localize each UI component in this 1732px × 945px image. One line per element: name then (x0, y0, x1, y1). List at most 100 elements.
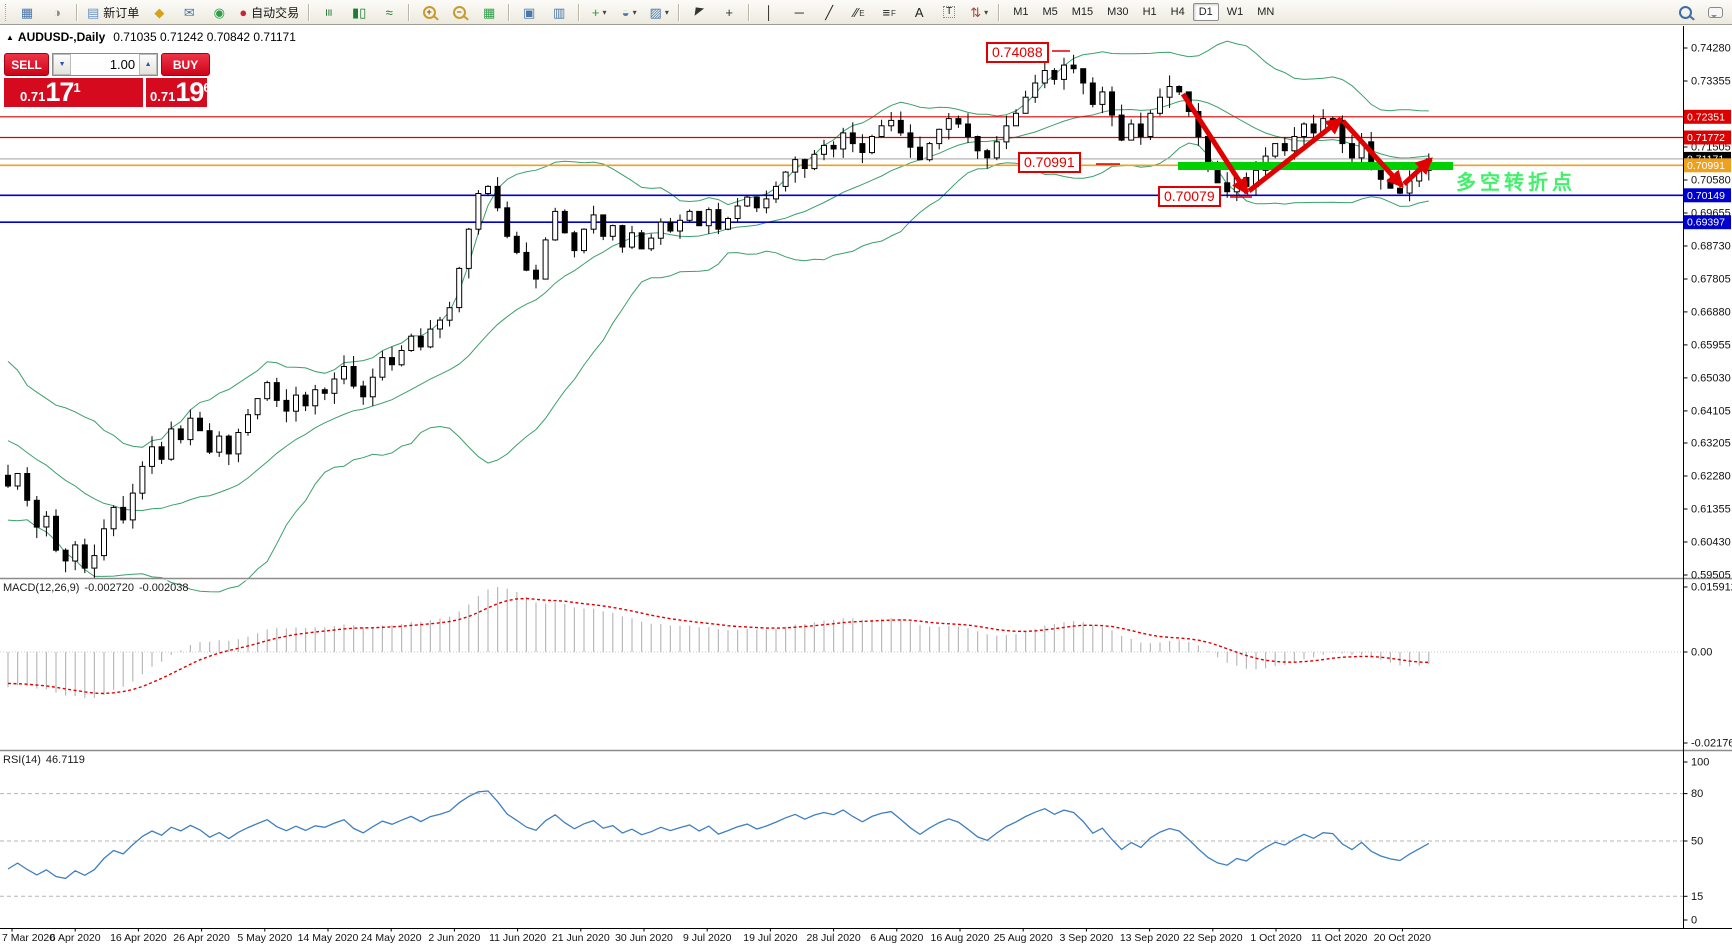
svg-text:11 Jun 2020: 11 Jun 2020 (489, 932, 546, 944)
templates-button[interactable]: ▨ ▾ (645, 1, 673, 24)
fibonacci-button[interactable]: ≡ F (875, 1, 903, 24)
text-button[interactable]: A (905, 1, 933, 24)
volume-input[interactable] (71, 54, 140, 75)
vertical-line-button[interactable]: │ (755, 1, 783, 24)
volume-increase-button[interactable]: ▲ (139, 54, 158, 75)
candle-body (533, 269, 539, 280)
chart-ohlc-values: 0.71035 0.71242 0.70842 0.71171 (113, 30, 296, 44)
periods-button[interactable]: ◒ ▾ (615, 1, 643, 24)
zoom-in-button[interactable]: + (415, 1, 443, 24)
timeframe-m15[interactable]: M15 (1071, 6, 1094, 18)
pane-separators[interactable] (0, 26, 1732, 929)
chat-button[interactable] (1701, 1, 1729, 24)
svg-text:3 Sep 2020: 3 Sep 2020 (1060, 932, 1114, 944)
volume-decrease-button[interactable]: ▼ (53, 54, 72, 75)
toolbar-separator (748, 3, 751, 21)
horizontal-line-button[interactable]: ─ (785, 1, 813, 24)
candle-body (686, 210, 693, 221)
candle-body (648, 237, 655, 250)
line-chart-button[interactable]: ≈ (375, 1, 403, 24)
buy-button[interactable]: BUY (161, 53, 210, 76)
new-chart-icon: ▦ (20, 4, 34, 20)
profiles-icon: ◑ (53, 4, 61, 20)
profiles-button[interactable]: ◑ (43, 1, 71, 24)
candle-body (705, 209, 712, 227)
support-band[interactable] (1178, 162, 1453, 170)
sell-price[interactable]: 0.71 17 1 (4, 78, 143, 107)
collapse-panel-icon[interactable]: ▲ (6, 33, 14, 42)
buy-price-big: 19 (175, 77, 204, 108)
search-button[interactable] (1671, 1, 1699, 24)
zoom-out-button[interactable]: − (445, 1, 473, 24)
text-label-button[interactable]: T (935, 1, 963, 24)
timeframe-m1[interactable]: M1 (1013, 6, 1029, 18)
signals-button[interactable]: ◉ (205, 1, 233, 24)
tile-windows-button[interactable]: ▦ (475, 1, 503, 24)
equidistant-channel-button[interactable]: ∕∕ E (845, 1, 873, 24)
candle-body (417, 335, 424, 348)
timeframe-h1[interactable]: H1 (1142, 6, 1157, 18)
annotation-note-text[interactable]: 多空转折点 (1456, 172, 1576, 194)
candle-body (1205, 136, 1211, 164)
rsi-line (7, 790, 1430, 880)
chart-shift-button[interactable]: ▥ (545, 1, 573, 24)
zoom-in-icon: + (422, 5, 436, 19)
candle-body (341, 366, 347, 380)
horizontal-line-icon: ─ (794, 4, 804, 20)
candle-body (72, 544, 79, 562)
candle-body (897, 119, 904, 134)
candle-body (81, 544, 88, 569)
candle-body (753, 196, 760, 209)
candle-body (302, 394, 309, 407)
price-axis[interactable]: 0.742800.733550.715050.705800.696550.687… (1683, 43, 1732, 582)
candle-body (811, 153, 818, 170)
timeframe-d1[interactable]: D1 (1192, 3, 1219, 21)
candle-body (1157, 96, 1163, 114)
arrows-button[interactable]: ⇅ ▾ (965, 1, 993, 24)
trend-arrows[interactable] (1180, 92, 1433, 196)
svg-text:2 Jun 2020: 2 Jun 2020 (428, 932, 480, 944)
new-order-button[interactable]: ▤ 新订单 (83, 1, 143, 24)
toolbar-grip (5, 3, 9, 21)
signals-icon: ◉ (213, 4, 225, 20)
svg-text:16 Apr 2020: 16 Apr 2020 (110, 932, 167, 944)
candle-body (389, 357, 395, 366)
timeframe-m5[interactable]: M5 (1042, 6, 1058, 18)
candle-body (331, 378, 338, 394)
trendline-button[interactable]: ╱ (815, 1, 843, 24)
candle-body (216, 435, 223, 453)
cursor-button[interactable]: ◤ (685, 1, 713, 24)
bar-chart-button[interactable]: ≡ (315, 1, 343, 24)
timeframe-mn[interactable]: MN (1257, 6, 1275, 18)
auto-arrange-button[interactable]: ▣ (515, 1, 543, 24)
metaeditor-button[interactable]: ◆ (145, 1, 173, 24)
sell-button[interactable]: SELL (4, 53, 50, 76)
candle-body (830, 144, 837, 150)
timeframe-m30[interactable]: M30 (1107, 6, 1129, 18)
candle-body (619, 225, 626, 248)
candlestick-chart-button[interactable]: ▮▯ (345, 1, 373, 24)
candle-body (1137, 123, 1144, 137)
svg-text:19 Jul 2020: 19 Jul 2020 (743, 932, 797, 944)
community-button[interactable]: ✉ (175, 1, 203, 24)
timeframe-w1[interactable]: W1 (1226, 6, 1244, 18)
candle-body (14, 473, 21, 487)
annotation-support-price[interactable]: 0.70991 (1018, 152, 1081, 173)
crosshair-icon: + (725, 4, 733, 20)
new-chart-button[interactable]: ▦ (13, 1, 41, 24)
timeframe-h4[interactable]: H4 (1170, 6, 1185, 18)
svg-text:0.62280: 0.62280 (1691, 471, 1731, 483)
auto-trading-button[interactable]: ● 自动交易 (235, 1, 303, 24)
annotation-peak-price[interactable]: 0.74088 (986, 42, 1049, 63)
candle-body (1301, 123, 1307, 137)
indicators-button[interactable]: + ▾ (585, 1, 613, 24)
annotation-trough-price[interactable]: 0.70079 (1158, 186, 1221, 207)
equidistant-channel-icon: ∕∕ (853, 4, 859, 20)
buy-price[interactable]: 0.71 19 6 (146, 77, 211, 108)
candle-body (264, 382, 271, 400)
candle-body (206, 430, 213, 453)
crosshair-button[interactable]: + (715, 1, 743, 24)
